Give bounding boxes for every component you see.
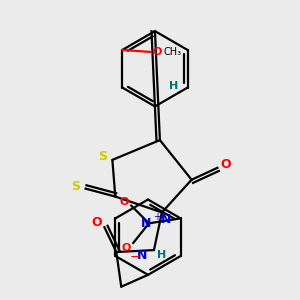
Text: CH₃: CH₃ [164, 47, 182, 57]
Text: H: H [157, 250, 167, 260]
Text: S: S [71, 180, 80, 193]
Text: O: O [119, 196, 129, 206]
Text: O: O [220, 158, 231, 171]
Text: N: N [137, 248, 147, 262]
Text: −: − [130, 250, 140, 263]
Text: O: O [152, 47, 161, 57]
Text: N: N [161, 213, 171, 226]
Text: O: O [122, 243, 131, 253]
Text: H: H [169, 81, 178, 91]
Text: O: O [91, 216, 102, 229]
Text: N: N [141, 217, 151, 230]
Text: S: S [98, 150, 107, 164]
Text: +: + [153, 212, 161, 222]
